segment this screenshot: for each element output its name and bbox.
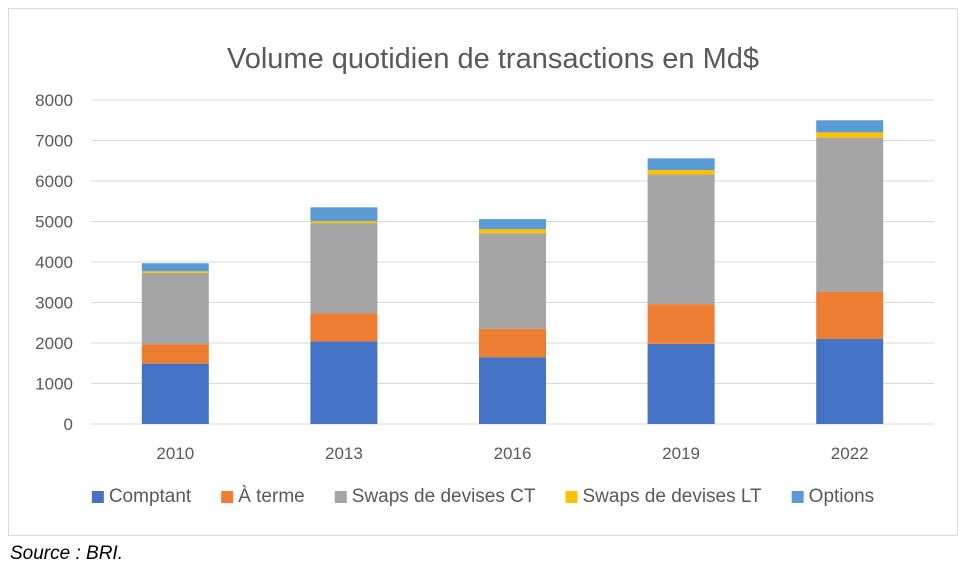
- y-tick-label: 2000: [35, 334, 73, 353]
- legend-label: Swaps de devises LT: [582, 486, 762, 507]
- x-tick-label: 2010: [156, 444, 194, 463]
- bar-segment-2022-3: [816, 132, 884, 138]
- bar-segment-2019-2: [647, 174, 715, 305]
- legend-swatch: [221, 491, 234, 503]
- bar-segment-2010-4: [141, 263, 209, 272]
- y-tick-label: 6000: [35, 172, 73, 191]
- bar-segment-2022-4: [816, 120, 884, 133]
- legend-item: À terme: [221, 486, 305, 507]
- legend-label: À terme: [238, 486, 305, 507]
- legend-label: Comptant: [109, 486, 192, 507]
- bar-segment-2016-4: [479, 219, 546, 230]
- bar-segment-2013-4: [310, 207, 378, 222]
- bar-segment-2010-0: [141, 363, 209, 424]
- bar-segment-2013-0: [310, 341, 378, 424]
- legend-item: Options: [791, 486, 874, 507]
- x-tick-label: 2022: [831, 444, 869, 463]
- legend-swatch: [565, 491, 578, 503]
- stacked-bar-chart: Volume quotidien de transactions en Md$ …: [35, 43, 934, 507]
- bar-segment-2019-1: [647, 304, 715, 344]
- x-tick-label: 2019: [662, 444, 700, 463]
- chart-title: Volume quotidien de transactions en Md$: [227, 43, 759, 75]
- x-tick-label: 2013: [325, 444, 363, 463]
- bar-segment-2022-0: [816, 338, 884, 424]
- bar-segment-2013-2: [310, 223, 378, 314]
- y-tick-label: 1000: [35, 375, 73, 394]
- y-tick-label: 3000: [35, 294, 73, 313]
- y-tick-label: 7000: [35, 132, 73, 151]
- bar-segment-2016-2: [479, 233, 546, 329]
- bar-segment-2016-3: [479, 229, 546, 234]
- legend-label: Swaps de devises CT: [352, 486, 536, 507]
- legend-item: Swaps de devises LT: [565, 486, 762, 507]
- bar-segment-2016-1: [479, 328, 546, 358]
- legend-swatch: [91, 491, 104, 503]
- y-tick-label: 5000: [35, 213, 73, 232]
- legend-item: Comptant: [91, 486, 192, 507]
- x-axis-tick-labels: 2010 2013 2016 2019 2022: [156, 444, 868, 463]
- y-axis-tick-labels: 0 1000 2000 3000 4000 5000 6000 7000 8000: [35, 91, 73, 434]
- bar-segment-2022-2: [816, 137, 884, 292]
- y-tick-label: 4000: [35, 253, 73, 272]
- bar-segment-2019-0: [647, 343, 715, 424]
- legend-swatch: [791, 491, 804, 503]
- y-tick-label: 0: [64, 415, 73, 434]
- bar-segment-2010-2: [141, 272, 209, 345]
- bar-segment-2013-3: [310, 221, 378, 224]
- bar-segment-2013-1: [310, 313, 378, 342]
- chart-frame: Volume quotidien de transactions en Md$ …: [8, 8, 958, 536]
- legend-label: Options: [809, 486, 874, 507]
- bar-segment-2010-3: [141, 271, 209, 273]
- legend: Comptant À terme Swaps de devises CT Swaps …: [91, 486, 874, 507]
- legend-item: Swaps de devises CT: [334, 486, 536, 507]
- bar-segment-2019-4: [647, 158, 715, 171]
- y-tick-label: 8000: [35, 91, 73, 110]
- bar-segment-2010-1: [141, 344, 209, 364]
- legend-swatch: [334, 491, 347, 503]
- x-tick-label: 2016: [494, 444, 532, 463]
- source-note: Source : BRI.: [10, 543, 123, 564]
- bars: [141, 120, 884, 424]
- bar-segment-2019-3: [647, 170, 715, 175]
- bar-segment-2016-0: [479, 357, 546, 424]
- bar-segment-2022-1: [816, 291, 884, 339]
